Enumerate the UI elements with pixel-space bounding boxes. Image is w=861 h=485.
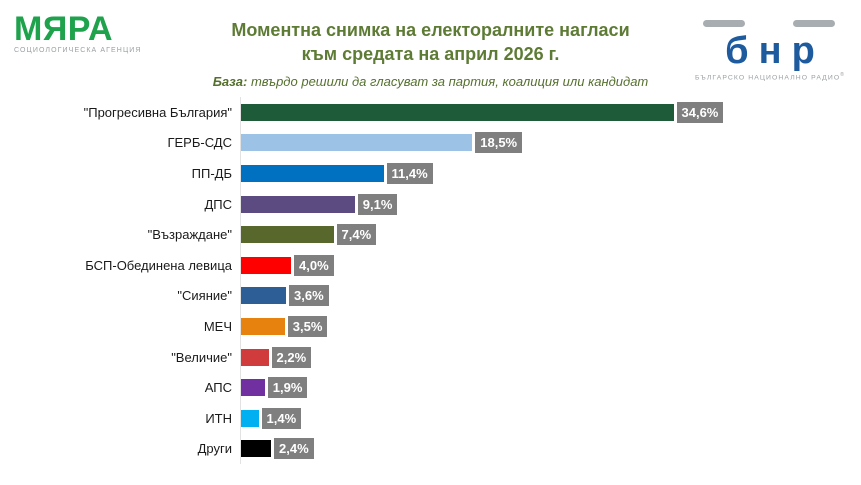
bar — [241, 195, 355, 213]
bar-track: 9,1% — [240, 188, 861, 220]
base-note: База: твърдо решили да гласуват за парти… — [0, 74, 861, 89]
category-label: ИТН — [205, 410, 232, 426]
category-label: "Сияние" — [177, 288, 232, 304]
bar-track: 18,5% — [240, 127, 861, 159]
bar — [241, 256, 291, 274]
chart-row: ГЕРБ-СДС 18,5% — [0, 127, 861, 159]
chart-row: АПС 1,9% — [0, 372, 861, 403]
value-label: 3,5% — [287, 315, 328, 337]
bar — [241, 317, 285, 335]
value-label: 18,5% — [475, 132, 523, 154]
base-note-text: твърдо решили да гласуват за партия, коа… — [247, 74, 649, 89]
value-label: 3,6% — [289, 285, 329, 307]
value-label: 7,4% — [336, 224, 377, 246]
bar-track: 2,2% — [240, 341, 861, 373]
bar-track: 3,5% — [240, 311, 861, 342]
myara-logo-text: МЯРА — [14, 10, 114, 48]
bar-track: 34,6% — [240, 97, 861, 128]
bar-track: 1,4% — [240, 402, 861, 434]
bar-track: 7,4% — [240, 219, 861, 250]
bar-track: 11,4% — [240, 158, 861, 189]
value-label: 9,1% — [357, 193, 398, 215]
bar-track: 4,0% — [240, 249, 861, 281]
category-label: "Възраждане" — [147, 227, 232, 243]
bar — [241, 379, 265, 397]
myara-logo-subtitle: СОЦИОЛОГИЧЕСКА АГЕНЦИЯ — [14, 47, 142, 54]
value-label: 1,4% — [261, 407, 302, 429]
category-label: Други — [197, 441, 232, 457]
chart-row: "Прогресивна България" 34,6% — [0, 97, 861, 128]
chart-row: ДПС 9,1% — [0, 188, 861, 220]
chart-row: "Сияние" 3,6% — [0, 280, 861, 312]
value-label: 1,9% — [267, 377, 308, 399]
page-title-line1: Моментна снимка на електоралните нагласи — [231, 20, 630, 40]
chart-row: "Възраждане" 7,4% — [0, 219, 861, 250]
category-label: "Величие" — [171, 349, 232, 365]
bar — [241, 348, 269, 366]
base-note-prefix: База: — [212, 74, 248, 89]
chart-row: "Величие" 2,2% — [0, 341, 861, 373]
category-label: ГЕРБ-СДС — [167, 135, 232, 151]
page-title-line2: към средата на април 2026 г. — [301, 44, 560, 65]
category-label: АПС — [204, 380, 232, 396]
chart-row: ИТН 1,4% — [0, 402, 861, 434]
registered-mark: ® — [840, 72, 846, 78]
bar-track: 3,6% — [240, 280, 861, 312]
bar — [241, 287, 286, 305]
chart-row: МЕЧ 3,5% — [0, 311, 861, 342]
bar-track: 1,9% — [240, 372, 861, 403]
category-label: ПП-ДБ — [191, 165, 232, 181]
bar — [241, 103, 674, 121]
bar-track: 2,4% — [240, 433, 861, 465]
category-label: МЕЧ — [203, 318, 232, 334]
chart-row: Други 2,4% — [0, 433, 861, 465]
bar — [241, 134, 473, 152]
bar — [241, 164, 384, 182]
value-label: 34,6% — [676, 101, 724, 123]
bar — [241, 409, 259, 427]
bnr-logo-subtitle: БЪЛГАРСКО НАЦИОНАЛНО РАДИО® — [695, 72, 846, 82]
bnr-dash-icon — [703, 20, 745, 27]
value-label: 11,4% — [386, 162, 433, 184]
bnr-dash-icon — [793, 20, 835, 27]
bar-chart: "Прогресивна България" 34,6% ГЕРБ-СДС 18,5%… — [0, 97, 861, 465]
value-label: 4,0% — [294, 254, 334, 276]
chart-row: ПП-ДБ 11,4% — [0, 158, 861, 189]
bnr-logo: бнр БЪЛГАРСКО НАЦИОНАЛНО РАДИО® — [695, 20, 845, 81]
value-label: 2,4% — [274, 438, 314, 460]
bnr-logo-mark: бнр — [695, 20, 845, 70]
value-label: 2,2% — [271, 346, 312, 368]
category-label: ДПС — [204, 196, 232, 212]
myara-logo: МЯРА СОЦИОЛОГИЧЕСКА АГЕНЦИЯ — [14, 12, 144, 54]
bar — [241, 440, 271, 458]
bnr-logo-text: бнр — [725, 30, 825, 72]
bar — [241, 226, 334, 244]
chart-row: БСП-Обединена левица 4,0% — [0, 249, 861, 281]
category-label: БСП-Обединена левица — [85, 257, 232, 273]
category-label: "Прогресивна България" — [83, 104, 232, 120]
page-title: Моментна снимка на електоралните нагласи… — [0, 18, 861, 67]
